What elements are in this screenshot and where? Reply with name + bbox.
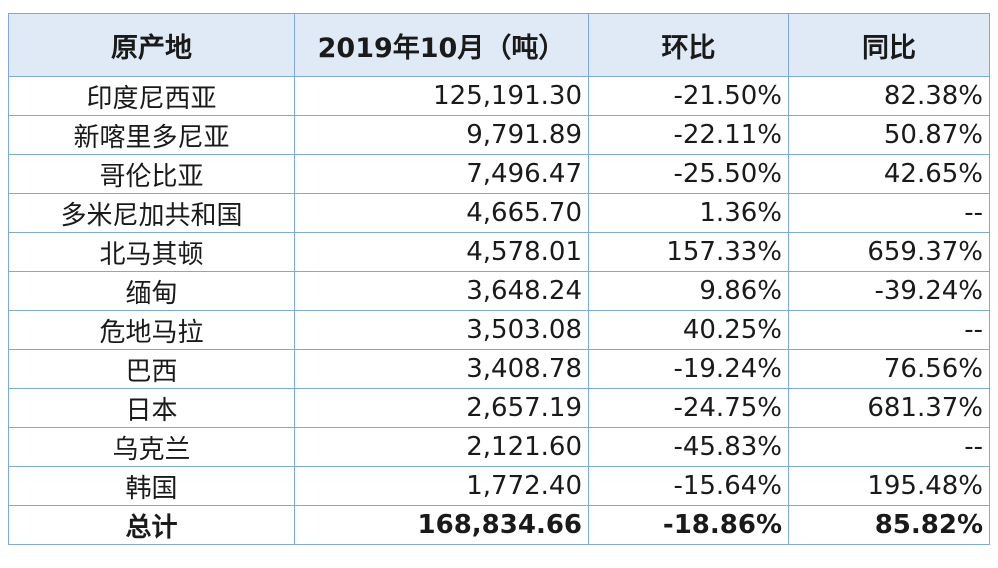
cell-yoy: 76.56% — [788, 349, 990, 389]
cell-volume: 2,657.19 — [294, 388, 589, 428]
table-row: 多米尼加共和国 4,665.70 1.36% -- — [8, 193, 990, 233]
cell-origin: 缅甸 — [8, 271, 295, 311]
cell-volume: 3,408.78 — [294, 349, 589, 389]
cell-yoy: 50.87% — [788, 115, 990, 155]
table-row: 新喀里多尼亚 9,791.89 -22.11% 50.87% — [8, 115, 990, 155]
cell-mom: -24.75% — [588, 388, 789, 428]
cell-mom: -25.50% — [588, 154, 789, 194]
cell-yoy: 681.37% — [788, 388, 990, 428]
header-volume: 2019年10月（吨） — [294, 13, 589, 77]
cell-volume: 4,665.70 — [294, 193, 589, 233]
cell-volume: 9,791.89 — [294, 115, 589, 155]
cell-origin: 总计 — [8, 505, 295, 545]
cell-volume: 3,503.08 — [294, 310, 589, 350]
cell-yoy: -39.24% — [788, 271, 990, 311]
cell-mom: 157.33% — [588, 232, 789, 272]
table-body: 印度尼西亚 125,191.30 -21.50% 82.38% 新喀里多尼亚 9,791.… — [8, 76, 990, 545]
cell-yoy: 42.65% — [788, 154, 990, 194]
cell-mom: -22.11% — [588, 115, 789, 155]
header-row: 原产地 2019年10月（吨） 环比 同比 — [8, 13, 990, 77]
cell-volume: 2,121.60 — [294, 427, 589, 467]
cell-mom: -18.86% — [588, 505, 789, 545]
cell-yoy: 82.38% — [788, 76, 990, 116]
cell-yoy: 659.37% — [788, 232, 990, 272]
data-table-container: 原产地 2019年10月（吨） 环比 同比 印度尼西亚 125,191.30 -21… — [8, 13, 990, 560]
cell-origin: 北马其顿 — [8, 232, 295, 272]
table-row: 北马其顿 4,578.01 157.33% 659.37% — [8, 232, 990, 272]
cell-volume: 125,191.30 — [294, 76, 589, 116]
cell-origin: 日本 — [8, 388, 295, 428]
cell-yoy: -- — [788, 310, 990, 350]
cell-yoy: -- — [788, 427, 990, 467]
header-mom: 环比 — [588, 13, 789, 77]
total-row: 总计 168,834.66 -18.86% 85.82% — [8, 505, 990, 545]
table-row: 乌克兰 2,121.60 -45.83% -- — [8, 427, 990, 467]
cell-mom: 1.36% — [588, 193, 789, 233]
cell-volume: 1,772.40 — [294, 466, 589, 506]
cell-mom: -45.83% — [588, 427, 789, 467]
cell-volume: 168,834.66 — [294, 505, 589, 545]
cell-mom: 9.86% — [588, 271, 789, 311]
header-yoy: 同比 — [788, 13, 990, 77]
table-row: 危地马拉 3,503.08 40.25% -- — [8, 310, 990, 350]
table-row: 缅甸 3,648.24 9.86% -39.24% — [8, 271, 990, 311]
cell-mom: -15.64% — [588, 466, 789, 506]
cell-origin: 多米尼加共和国 — [8, 193, 295, 233]
cell-origin: 乌克兰 — [8, 427, 295, 467]
cell-origin: 印度尼西亚 — [8, 76, 295, 116]
cell-mom: 40.25% — [588, 310, 789, 350]
table-row: 韩国 1,772.40 -15.64% 195.48% — [8, 466, 990, 506]
cell-yoy: -- — [788, 193, 990, 233]
cell-origin: 韩国 — [8, 466, 295, 506]
cell-yoy: 195.48% — [788, 466, 990, 506]
cell-origin: 哥伦比亚 — [8, 154, 295, 194]
table-row: 日本 2,657.19 -24.75% 681.37% — [8, 388, 990, 428]
nickel-ore-import-table: 原产地 2019年10月（吨） 环比 同比 印度尼西亚 125,191.30 -21… — [8, 13, 990, 545]
table-row: 巴西 3,408.78 -19.24% 76.56% — [8, 349, 990, 389]
cell-volume: 3,648.24 — [294, 271, 589, 311]
table-row: 哥伦比亚 7,496.47 -25.50% 42.65% — [8, 154, 990, 194]
cell-volume: 7,496.47 — [294, 154, 589, 194]
cell-mom: -19.24% — [588, 349, 789, 389]
header-origin: 原产地 — [8, 13, 295, 77]
table-row: 印度尼西亚 125,191.30 -21.50% 82.38% — [8, 76, 990, 116]
cell-volume: 4,578.01 — [294, 232, 589, 272]
cell-mom: -21.50% — [588, 76, 789, 116]
cell-origin: 危地马拉 — [8, 310, 295, 350]
cell-origin: 新喀里多尼亚 — [8, 115, 295, 155]
cell-yoy: 85.82% — [788, 505, 990, 545]
cell-origin: 巴西 — [8, 349, 295, 389]
